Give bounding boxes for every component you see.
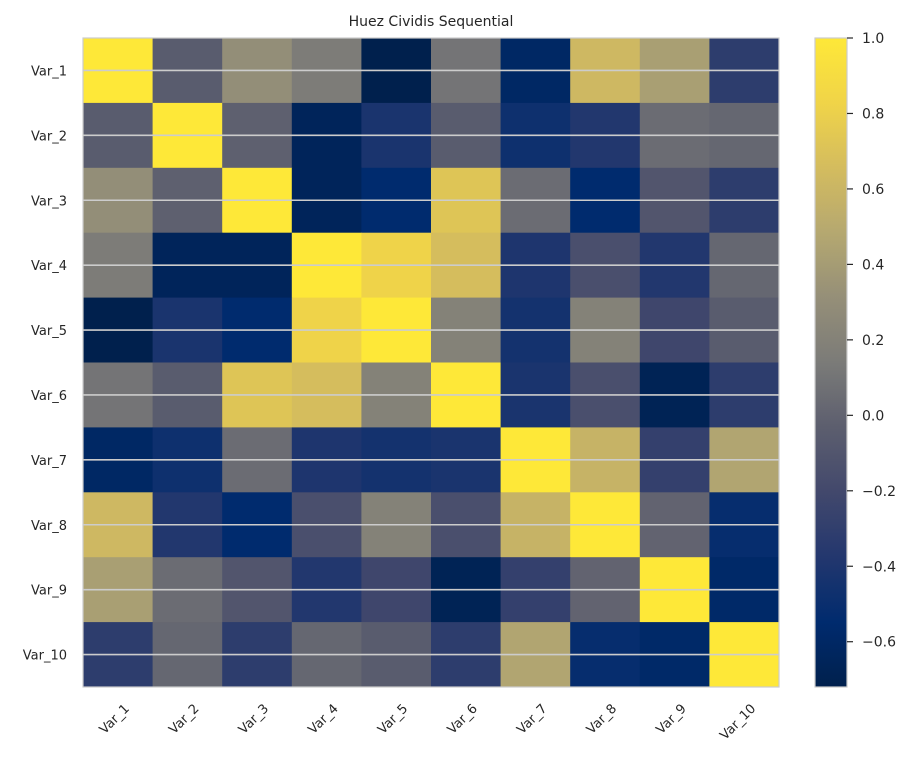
x-tick-label: Var_1 [97,701,133,737]
colorbar-ticks: 1.0 0.8 0.6 0.4 0.2 0.0 −0.2 −0.4 −0.6 [847,31,896,651]
colorbar-tick-label: 0.4 [862,257,884,273]
colorbar-tick-label: 0.0 [862,408,884,424]
y-tick-label: Var_4 [31,259,67,274]
colorbar-tick-label: 1.0 [862,31,884,47]
colorbar [814,37,848,688]
y-tick-label: Var_6 [31,389,67,404]
y-tick-label: Var_7 [31,454,67,469]
x-tick-labels: Var_1 Var_2 Var_3 Var_4 Var_5 Var_6 Var_7 Var_8… [97,701,759,743]
plot-frame [82,37,780,688]
y-tick-label: Var_10 [23,649,67,664]
x-tick-label: Var_6 [445,701,481,737]
colorbar-tick-label: −0.6 [862,635,896,651]
colorbar-tick-label: −0.2 [862,484,896,500]
y-tick-label: Var_8 [31,519,67,534]
x-tick-label: Var_9 [654,701,690,737]
y-tick-label: Var_9 [31,584,67,599]
x-tick-label: Var_2 [166,701,202,737]
colorbar-tick-label: 0.2 [862,333,884,349]
x-tick-label: Var_3 [236,701,272,737]
x-tick-label: Var_5 [375,701,411,737]
x-tick-label: Var_4 [306,701,342,737]
x-tick-label: Var_7 [514,701,550,737]
chart-title: Huez Cividis Sequential [349,14,514,30]
y-tick-label: Var_3 [31,194,67,209]
y-tick-label: Var_1 [31,64,67,79]
colorbar-tick-label: 0.6 [862,182,884,198]
gridlines [83,69,779,656]
y-tick-labels: Var_1 Var_2 Var_3 Var_4 Var_5 Var_6 Var_7 Var_8… [23,64,67,663]
x-tick-label: Var_10 [717,701,759,743]
y-tick-label: Var_2 [31,129,67,144]
colorbar-tick-label: 0.8 [862,106,884,122]
colorbar-tick-label: −0.4 [862,559,896,575]
y-tick-label: Var_5 [31,324,67,339]
x-tick-label: Var_8 [584,701,620,737]
